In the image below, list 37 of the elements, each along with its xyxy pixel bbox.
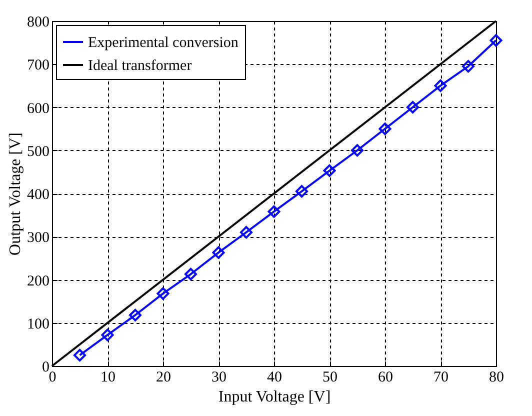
point bbox=[156, 287, 170, 300]
point bbox=[462, 60, 474, 73]
x-tick-label: 20 bbox=[156, 370, 171, 386]
y-tick-label: 700 bbox=[27, 58, 50, 74]
y-tick-label: 0 bbox=[42, 360, 50, 376]
y-tick-label: 500 bbox=[27, 144, 50, 160]
y-axis-title: Output Voltage [V] bbox=[7, 132, 24, 256]
x-tick-label: 70 bbox=[434, 370, 448, 386]
point bbox=[184, 268, 197, 280]
x-tick-label: 30 bbox=[212, 370, 226, 386]
point bbox=[490, 34, 502, 47]
point bbox=[268, 205, 280, 218]
point bbox=[406, 101, 419, 114]
point bbox=[296, 185, 308, 198]
legend-label: Experimental conversion bbox=[88, 35, 239, 51]
x-tick-label: 10 bbox=[100, 370, 116, 386]
x-tick-label: 80 bbox=[489, 370, 504, 386]
legend-label: Ideal transformer bbox=[88, 58, 192, 74]
y-tick-label: 400 bbox=[27, 187, 50, 203]
y-tick-label: 100 bbox=[27, 316, 50, 332]
point bbox=[74, 348, 86, 362]
x-axis-title: Input Voltage [V] bbox=[218, 388, 331, 406]
point bbox=[101, 328, 114, 342]
point bbox=[212, 246, 225, 259]
y-tick-label: 300 bbox=[27, 230, 50, 246]
point bbox=[434, 79, 447, 92]
x-tick-label: 50 bbox=[322, 370, 338, 386]
y-tick-label: 600 bbox=[27, 100, 50, 117]
point bbox=[129, 308, 142, 322]
y-tick-label: 200 bbox=[27, 273, 50, 290]
x-tick-label: 60 bbox=[378, 370, 393, 386]
x-tick-label: 40 bbox=[267, 370, 282, 386]
point bbox=[323, 164, 336, 177]
y-tick-label: 800 bbox=[27, 14, 50, 30]
point bbox=[351, 144, 364, 157]
point bbox=[240, 226, 252, 239]
point bbox=[378, 122, 392, 136]
